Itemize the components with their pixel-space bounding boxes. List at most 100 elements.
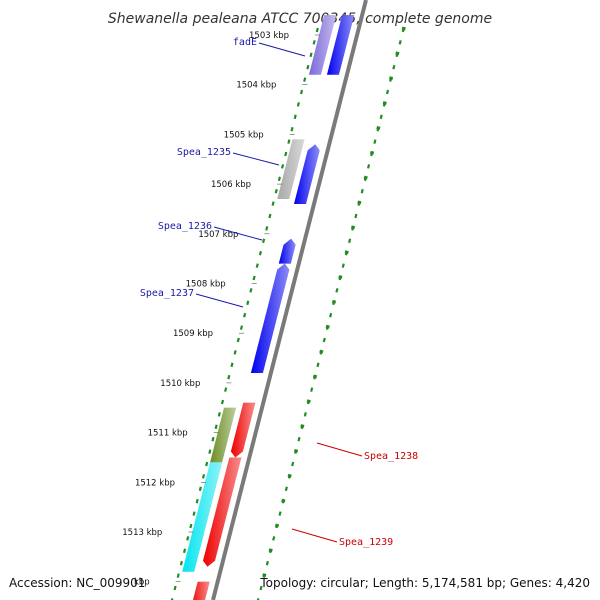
tick-label: 1506 kbp	[211, 180, 251, 190]
tick-label: 1513 kbp	[122, 528, 162, 538]
tick-label: 1507 kbp	[198, 230, 238, 240]
label-leader-line	[213, 226, 263, 241]
gene-feature-highlight	[210, 407, 237, 463]
gene-label: fadE	[233, 37, 257, 48]
tick-label: kbp	[134, 578, 150, 588]
outer-ring-dot	[385, 89, 390, 95]
inner-ring-dot	[230, 362, 234, 368]
inner-ring-dot	[277, 176, 281, 182]
inner-ring-dot	[173, 585, 177, 591]
inner-ring-dot	[182, 548, 187, 554]
outer-ring-dash	[287, 473, 292, 478]
outer-ring-dash	[319, 349, 324, 354]
outer-ring-dot	[284, 486, 288, 492]
outer-ring-dot	[322, 337, 326, 343]
inner-ring-dot	[170, 598, 174, 600]
inner-ring-dot	[312, 40, 316, 45]
outer-ring-dash	[395, 51, 400, 56]
inner-ring-dot	[249, 288, 253, 293]
inner-ring-dot	[198, 486, 202, 492]
inner-ring-dot	[176, 573, 180, 578]
outer-ring-dash	[268, 548, 273, 553]
outer-ring-dash	[344, 250, 349, 255]
inner-dotted-ring	[170, 27, 319, 600]
label-leader-line	[291, 528, 338, 543]
outer-ring-dash	[338, 275, 343, 279]
tick-label: 1505 kbp	[224, 130, 264, 140]
gene-feature-highlight	[182, 462, 223, 572]
gene-features	[182, 15, 355, 600]
gene-feature-highlight	[277, 139, 305, 200]
label-leader-line	[316, 442, 363, 457]
inner-ring-dot	[239, 325, 244, 330]
inner-ring-dot	[303, 77, 307, 82]
inner-ring-dot	[271, 201, 275, 206]
inner-ring-dot	[258, 250, 263, 256]
gene-label: Spea_1238	[364, 451, 418, 462]
gene-feature-highlight	[202, 457, 242, 567]
outer-ring-dash	[306, 399, 311, 404]
gene-feature-highlight	[293, 144, 320, 204]
outer-ring-dash	[312, 374, 318, 379]
label-leader-line	[232, 152, 280, 166]
outer-ring-dot	[291, 461, 295, 467]
inner-ring-dot	[179, 560, 183, 566]
outer-ring-dot	[272, 536, 276, 541]
inner-ring-dot	[205, 461, 209, 467]
inner-ring-dot	[192, 511, 196, 516]
inner-ring-dot	[296, 102, 300, 107]
outer-dotted-ring	[256, 26, 406, 600]
outer-ring-dash	[274, 523, 280, 528]
outer-ring-dot	[256, 598, 260, 600]
outer-ring-dash	[350, 225, 356, 230]
outer-ring-dash	[401, 26, 406, 31]
gene-feature-highlight	[278, 238, 296, 264]
topology-text: Topology: circular; Length: 5,174,581 bp…	[259, 576, 590, 590]
map-title: Shewanella pealeana ATCC 700345, complet…	[108, 11, 492, 27]
gene-feature-highlight	[230, 402, 256, 458]
inner-ring-dot	[217, 412, 221, 417]
gene-label: Spea_1239	[339, 537, 393, 548]
tick-label: 1510 kbp	[160, 379, 200, 389]
outer-ring-dash	[262, 573, 267, 578]
inner-ring-dot	[211, 436, 215, 442]
outer-ring-dash	[382, 101, 387, 105]
inner-ring-dot	[284, 151, 288, 157]
inner-ring-dot	[309, 52, 313, 58]
outer-ring-dash	[325, 324, 330, 329]
inner-ring-dot	[208, 449, 212, 454]
tick-label: 1509 kbp	[173, 329, 213, 339]
outer-ring-dot	[392, 64, 396, 70]
outer-ring-dash	[376, 125, 381, 130]
outer-ring-dash	[300, 424, 305, 429]
inner-ring-dot	[262, 238, 266, 244]
gene-feature-highlight	[250, 263, 290, 373]
outer-ring-dot	[297, 436, 301, 442]
outer-ring-dash	[388, 76, 394, 81]
inner-ring-dot	[306, 64, 310, 70]
outer-ring-dot	[278, 511, 282, 516]
inner-ring-dot	[201, 474, 206, 479]
inner-ring-dot	[280, 164, 285, 169]
outer-ring-dot	[354, 213, 358, 219]
inner-ring-dot	[186, 536, 190, 541]
inner-ring-dot	[287, 139, 291, 144]
tick-label: 1512 kbp	[135, 478, 175, 488]
label-leader-line	[258, 42, 306, 57]
inner-ring-dot	[236, 337, 240, 343]
outer-ring-dot	[265, 560, 269, 566]
gene-label: Spea_1236	[158, 221, 212, 232]
outer-ring-dash	[281, 498, 286, 503]
gene-feature-highlight	[326, 15, 355, 75]
outer-ring-dot	[373, 139, 377, 144]
inner-ring-dot	[195, 498, 199, 504]
gene-feature-highlight	[193, 581, 210, 600]
gene-label: Spea_1235	[177, 147, 231, 158]
outer-ring-dash	[293, 449, 299, 453]
outer-ring-dot	[259, 585, 263, 591]
genome-backbone	[211, 0, 368, 600]
inner-ring-dot	[224, 387, 228, 392]
tick-label: 1504 kbp	[236, 81, 276, 91]
inner-ring-dot	[252, 275, 256, 281]
